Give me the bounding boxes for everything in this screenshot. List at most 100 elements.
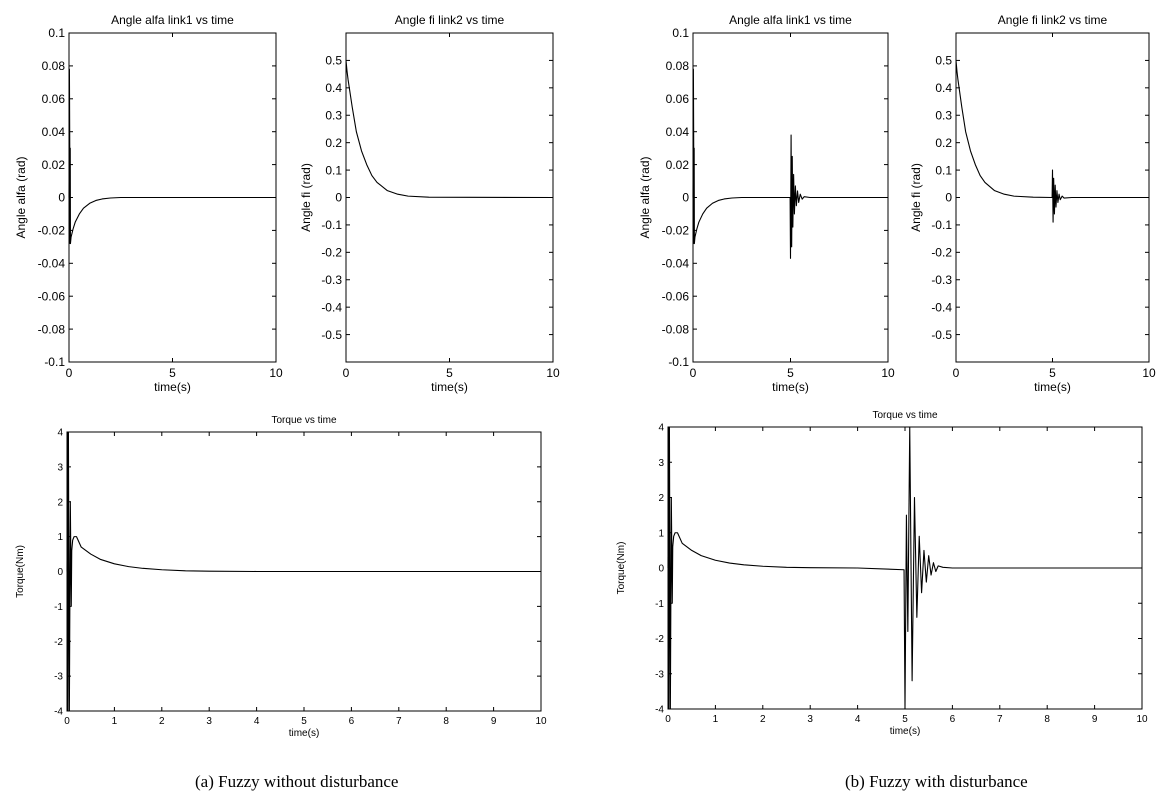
x-tick-label: 10 bbox=[1136, 714, 1148, 725]
x-tick-label: 10 bbox=[269, 366, 283, 380]
x-tick-label: 4 bbox=[855, 714, 861, 725]
x-tick-label: 10 bbox=[535, 716, 547, 727]
x-axis-label: time(s) bbox=[289, 728, 320, 739]
y-tick-label: 0.08 bbox=[42, 59, 66, 73]
plot-b-fi: -0.5 -0.4 -0.3 -0.2 -0.1 0 0.1 0.2 0.3 0.4 0.5 0 5 10… bbox=[909, 13, 1156, 394]
y-tick-label: -0.2 bbox=[931, 246, 952, 260]
y-tick-label: 0.4 bbox=[935, 81, 952, 95]
y-tick-label: -0.1 bbox=[321, 218, 342, 232]
x-axis-label: time(s) bbox=[1034, 380, 1071, 394]
y-tick-label: 0.5 bbox=[935, 54, 952, 68]
y-tick-label: -0.3 bbox=[321, 273, 342, 287]
y-tick-label: 0.1 bbox=[325, 163, 342, 177]
y-tick-label: -4 bbox=[54, 707, 63, 718]
y-tick-label: 0 bbox=[335, 191, 342, 205]
y-axis-label: Angle fi (rad) bbox=[299, 163, 313, 232]
y-tick-label: 0.02 bbox=[42, 158, 66, 172]
plot-title: Angle fi link2 vs time bbox=[395, 13, 505, 27]
series-line-a-fi-0 bbox=[345, 60, 554, 199]
plot-title: Torque vs time bbox=[872, 410, 937, 421]
x-tick-label: 2 bbox=[159, 716, 165, 727]
y-tick-label: -2 bbox=[54, 637, 63, 648]
plot-a-torque: -4 -3 -2 -1 0 1 2 3 4 0 1 2 3 4 5 6 7 8 9 10 Torque vs time t… bbox=[15, 415, 547, 739]
x-axis-label: time(s) bbox=[431, 380, 468, 394]
y-tick-label: 0.3 bbox=[935, 108, 952, 122]
y-tick-label: 0.2 bbox=[325, 136, 342, 150]
x-tick-label: 6 bbox=[950, 714, 956, 725]
y-tick-label: 4 bbox=[57, 428, 63, 439]
x-tick-label: 10 bbox=[546, 366, 560, 380]
y-axis-label: Torque(Nm) bbox=[15, 545, 26, 598]
x-tick-label: 6 bbox=[349, 716, 355, 727]
y-tick-label: 0 bbox=[58, 191, 65, 205]
plot-a-fi: -0.5 -0.4 -0.3 -0.2 -0.1 0 0.1 0.2 0.3 0.4 0.5 0 5 10… bbox=[299, 13, 560, 394]
y-tick-label: -0.02 bbox=[38, 224, 66, 238]
y-axis-label: Torque(Nm) bbox=[616, 542, 627, 595]
y-tick-label: -0.08 bbox=[662, 322, 690, 336]
y-tick-label: -0.02 bbox=[662, 224, 690, 238]
plot-title: Angle alfa link1 vs time bbox=[729, 13, 852, 27]
x-tick-label: 0 bbox=[64, 716, 70, 727]
x-tick-label: 3 bbox=[206, 716, 212, 727]
series-line-a-alfa-0 bbox=[68, 68, 276, 245]
y-tick-label: 0.4 bbox=[325, 81, 342, 95]
plot-title: Torque vs time bbox=[271, 415, 336, 426]
y-tick-label: -1 bbox=[54, 602, 63, 613]
y-tick-label: -0.04 bbox=[662, 257, 690, 271]
y-tick-label: -0.06 bbox=[38, 289, 66, 303]
y-tick-label: -0.5 bbox=[931, 328, 952, 342]
y-tick-label: -0.08 bbox=[38, 322, 66, 336]
y-tick-label: 0.08 bbox=[666, 59, 690, 73]
y-tick-label: 3 bbox=[658, 458, 664, 469]
x-tick-label: 7 bbox=[997, 714, 1003, 725]
plots-layer: -0.1 -0.08 -0.06 -0.04 -0.02 0 0.02 0.04 0.06 0.0… bbox=[14, 13, 1156, 739]
caption-a: (a) Fuzzy without disturbance bbox=[195, 772, 399, 791]
x-tick-label: 3 bbox=[807, 714, 813, 725]
y-tick-label: 0.06 bbox=[42, 92, 66, 106]
plot-a-alfa: -0.1 -0.08 -0.06 -0.04 -0.02 0 0.02 0.04 0.06 0.0… bbox=[14, 13, 283, 394]
y-tick-label: -0.1 bbox=[44, 355, 65, 369]
x-tick-label: 1 bbox=[112, 716, 118, 727]
x-tick-label: 0 bbox=[665, 714, 671, 725]
series-line-b-alfa-0 bbox=[692, 68, 888, 259]
y-tick-label: 2 bbox=[658, 493, 664, 504]
y-tick-label: -0.04 bbox=[38, 257, 66, 271]
x-tick-label: 5 bbox=[1049, 366, 1056, 380]
y-tick-label: 0.06 bbox=[666, 92, 690, 106]
x-tick-label: 5 bbox=[787, 366, 794, 380]
plot-b-alfa: -0.1 -0.08 -0.06 -0.04 -0.02 0 0.02 0.04 0.06 0.0… bbox=[638, 13, 895, 394]
y-tick-label: -0.06 bbox=[662, 289, 690, 303]
y-tick-label: -0.4 bbox=[321, 300, 342, 314]
y-axis-label: Angle alfa (rad) bbox=[638, 156, 652, 238]
plot-b-torque: -4 -3 -2 -1 0 1 2 3 4 0 1 2 3 4 5 6 7 8 9 10 Torque vs time t… bbox=[616, 410, 1148, 737]
x-axis-label: time(s) bbox=[772, 380, 809, 394]
y-tick-label: -1 bbox=[655, 599, 664, 610]
x-tick-label: 5 bbox=[301, 716, 307, 727]
y-tick-label: -3 bbox=[655, 669, 664, 680]
y-tick-label: 0 bbox=[682, 191, 689, 205]
x-tick-label: 1 bbox=[713, 714, 719, 725]
y-tick-label: 0.5 bbox=[325, 54, 342, 68]
y-tick-label: 0.04 bbox=[42, 125, 66, 139]
y-tick-label: -0.4 bbox=[931, 300, 952, 314]
y-tick-label: -0.5 bbox=[321, 328, 342, 342]
x-tick-label: 0 bbox=[343, 366, 350, 380]
x-tick-label: 9 bbox=[491, 716, 497, 727]
y-tick-label: 3 bbox=[57, 462, 63, 473]
y-tick-label: -0.1 bbox=[931, 218, 952, 232]
y-tick-label: -0.2 bbox=[321, 246, 342, 260]
x-tick-label: 0 bbox=[690, 366, 697, 380]
x-tick-label: 0 bbox=[953, 366, 960, 380]
x-tick-label: 10 bbox=[881, 366, 895, 380]
x-tick-label: 7 bbox=[396, 716, 402, 727]
y-axis-label: Angle alfa (rad) bbox=[14, 156, 28, 238]
x-tick-label: 10 bbox=[1142, 366, 1156, 380]
y-tick-label: 0.3 bbox=[325, 108, 342, 122]
series-line-b-fi-0 bbox=[955, 60, 1149, 223]
y-tick-label: 1 bbox=[57, 532, 63, 543]
y-tick-label: -3 bbox=[54, 672, 63, 683]
x-tick-label: 4 bbox=[254, 716, 260, 727]
x-tick-label: 5 bbox=[902, 714, 908, 725]
series-line-a-torque-0 bbox=[66, 431, 541, 712]
